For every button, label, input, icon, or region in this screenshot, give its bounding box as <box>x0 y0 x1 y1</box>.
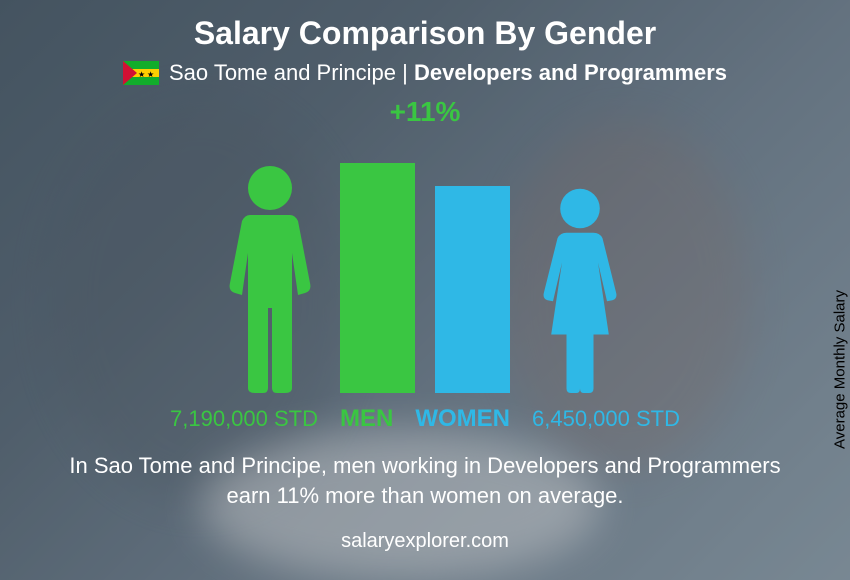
description-text: In Sao Tome and Principe, men working in… <box>65 451 785 510</box>
y-axis-label: Average Monthly Salary <box>832 290 849 449</box>
country-flag-icon: ★ ★ <box>123 61 159 85</box>
subtitle-text: Sao Tome and Principe | Developers and P… <box>169 60 727 86</box>
men-salary: 7,190,000 STD <box>170 406 318 432</box>
main-title: Salary Comparison By Gender <box>194 15 656 52</box>
separator: | <box>402 60 408 85</box>
men-label: MEN <box>340 405 393 433</box>
men-icon <box>220 163 320 393</box>
women-salary: 6,450,000 STD <box>532 406 680 432</box>
women-label: WOMEN <box>415 405 510 433</box>
women-icon <box>530 186 630 393</box>
difference-label: +11% <box>390 96 461 128</box>
infographic-container: Average Monthly Salary Salary Comparison… <box>0 0 850 580</box>
labels-row: 7,190,000 STD MEN WOMEN 6,450,000 STD <box>170 405 680 433</box>
subtitle-row: ★ ★ Sao Tome and Principe | Developers a… <box>123 60 727 86</box>
watermark-text: salaryexplorer.com <box>341 530 509 553</box>
men-bar <box>340 163 415 393</box>
country-name: Sao Tome and Principe <box>169 60 396 85</box>
profession-name: Developers and Programmers <box>414 60 727 85</box>
chart-area <box>220 133 630 393</box>
content-wrapper: Salary Comparison By Gender ★ ★ Sao Tome… <box>0 0 850 580</box>
women-bar <box>435 186 510 393</box>
